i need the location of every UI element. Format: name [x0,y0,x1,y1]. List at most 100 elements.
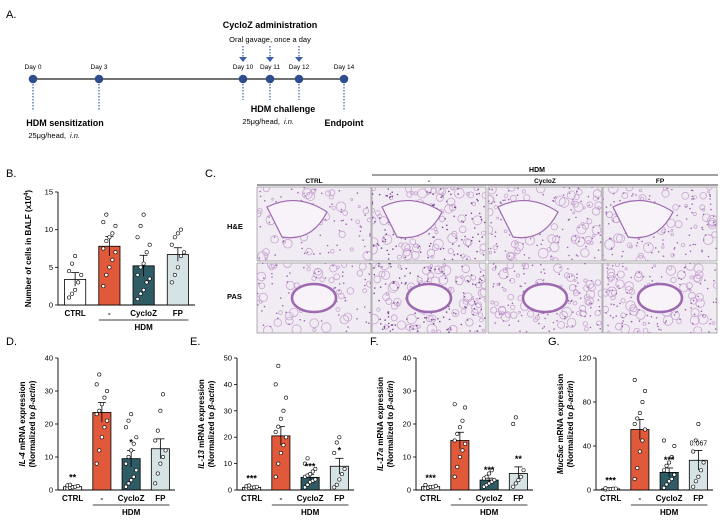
admin-title: CycloZ administration [223,20,318,30]
panel-label-g: G. [548,336,560,348]
data-point [334,482,339,487]
y-tick-label: 30 [224,406,232,415]
data-point [667,479,672,484]
x-tick-label: FP [334,494,345,503]
x-tick-label: - [459,494,462,503]
data-point [284,395,289,400]
admin-arrowhead-day12 [295,57,303,62]
data-point [276,461,281,466]
y-tick-label: 40 [224,380,232,389]
data-point [169,242,174,247]
data-point [661,485,666,490]
data-point [313,466,318,471]
day-label-3: Day 3 [91,64,108,71]
data-point [455,431,460,436]
x-tick-label: CycloZ [476,494,503,503]
data-point [134,468,139,473]
panel-label-a: A. [6,9,16,21]
data-point [102,395,107,400]
data-point [144,280,149,285]
data-point [273,429,278,434]
y-tick-label: 10 [224,459,232,468]
data-point [126,481,131,486]
data-point [75,484,80,489]
data-point [147,276,152,281]
y-tick-label: 15 [45,188,53,197]
day-label-0: Day 0 [25,64,42,71]
data-point [129,448,134,453]
y-tick-label: 0 [587,486,591,495]
data-point [492,478,497,483]
data-point [126,418,131,423]
y-tick-label: 10 [45,453,53,462]
data-point [521,468,526,473]
data-point [110,231,115,236]
data-point [141,212,146,217]
data-point [637,449,642,454]
data-point [101,246,106,251]
y-tick-label: 0 [49,301,53,310]
significance-mark: * [129,437,133,447]
histology-panel: HDM CTRL - CycloZ FP H&E PAS [227,167,718,334]
data-point [175,231,180,236]
x-tick-label: FP [513,494,524,503]
histology-row-pas: PAS [227,292,242,301]
data-point [643,427,648,432]
group-label: HDM [122,508,141,517]
challenge-title: HDM challenge [251,104,316,114]
timepoint-dot-day0 [28,74,38,84]
data-point [131,441,136,446]
data-point [635,416,640,421]
y-tick-label: 40 [45,354,53,363]
data-point [457,454,462,459]
timepoint-dot-day10 [238,74,248,84]
data-point [433,484,438,489]
x-tick-label: FP [693,494,704,503]
data-point [273,382,278,387]
data-point [701,460,706,465]
data-point [175,265,180,270]
data-point [305,482,310,487]
data-point [163,448,168,453]
micrograph-he-ctrl [256,186,372,262]
data-point [147,242,152,247]
chart-e: 0 10 20 30 40 50 *** CTRL - *** CycloZ * FP HDM IL-13 … [197,354,354,517]
data-point [452,474,457,479]
data-point [667,460,672,465]
y-tick-label: 0 [407,486,411,495]
sensitization-title: HDM sensitization [26,118,104,128]
data-point [640,399,645,404]
data-point [513,481,518,486]
data-point [672,443,677,448]
histology-col-fp: FP [656,178,665,185]
group-label: HDM [135,323,154,332]
x-tick-label: CTRL [64,309,85,318]
y-axis-label-line1: IL-13 mRNA expression [197,379,206,469]
data-point [158,461,163,466]
chart-g: 0 40 80 120 *** CTRL - *** CycloZ 0.067 FP HDM Muc5a… [556,354,713,517]
data-point [313,477,318,482]
x-tick-label: - [101,494,104,503]
data-point [178,227,183,232]
data-point [281,408,286,413]
micrograph-grid [256,186,718,334]
x-tick-label: - [280,494,283,503]
data-point [254,484,259,489]
y-tick-label: 40 [583,442,591,451]
chart-b: 0 5 10 15 CTRL - CycloZ FP HDM Number of cells in… [24,188,195,332]
y-tick-label: 30 [403,387,411,396]
data-point [423,483,428,488]
data-point [141,287,146,292]
challenge-route: i.n. [284,117,294,126]
panel-label-c: C. [205,168,216,180]
x-tick-label: CTRL [241,494,262,503]
panel-label-b: B. [6,168,16,180]
x-tick-label: CycloZ [130,309,157,318]
significance-mark: *** [664,455,675,465]
data-point [332,451,337,456]
group-label: HDM [660,508,679,517]
data-point [94,382,99,387]
data-point [67,295,72,300]
significance-mark: * [338,445,342,455]
significance-mark: *** [484,465,495,475]
